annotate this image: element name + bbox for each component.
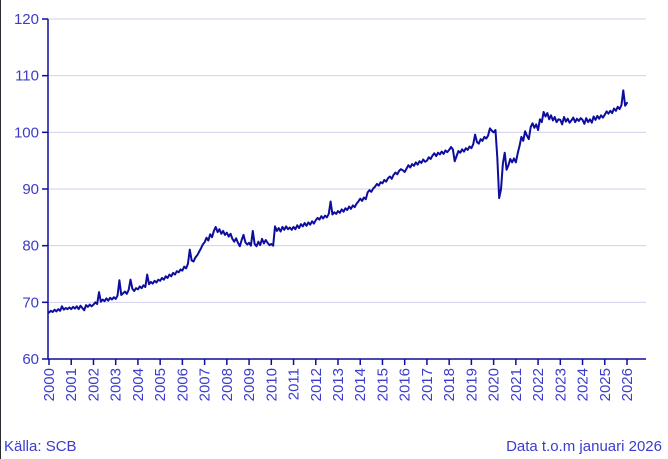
x-axis-label: 2019 bbox=[463, 368, 480, 401]
y-axis-label: 80 bbox=[22, 238, 39, 255]
x-axis-label: 2016 bbox=[397, 368, 414, 401]
x-axis-label: 2002 bbox=[85, 368, 102, 401]
y-axis-label: 70 bbox=[22, 294, 39, 311]
x-axis-label: 2011 bbox=[286, 368, 303, 400]
x-axis-label: 2025 bbox=[597, 368, 614, 401]
y-axis-label: 60 bbox=[22, 351, 39, 368]
x-axis-label: 2000 bbox=[41, 368, 58, 401]
x-axis-label: 2006 bbox=[174, 368, 191, 401]
x-axis-label: 2020 bbox=[486, 368, 503, 401]
x-axis-label: 2013 bbox=[330, 368, 347, 401]
x-axis-label: 2021 bbox=[508, 368, 525, 401]
data-note: Data t.o.m januari 2026 bbox=[506, 438, 662, 455]
x-axis-label: 2015 bbox=[374, 368, 391, 401]
x-axis-label: 2004 bbox=[130, 368, 147, 401]
x-axis-label: 2017 bbox=[419, 368, 436, 401]
x-axis-label: 2003 bbox=[108, 368, 125, 401]
x-axis-label: 2014 bbox=[352, 368, 369, 401]
x-axis-label: 2018 bbox=[441, 368, 458, 401]
x-axis-label: 2024 bbox=[575, 368, 592, 401]
x-axis-label: 2010 bbox=[263, 368, 280, 401]
x-axis-label: 2008 bbox=[219, 368, 236, 401]
y-axis-label: 120 bbox=[14, 11, 39, 28]
chart-canvas: 60 70 80 90 100 110 120 2000 2001 2002 2003 2004 200… bbox=[14, 11, 646, 401]
x-axis-label: 2001 bbox=[63, 368, 80, 401]
y-axis-label: 110 bbox=[15, 68, 39, 85]
x-axis-label: 2012 bbox=[308, 368, 325, 401]
line-chart: 60 70 80 90 100 110 120 2000 2001 2002 2003 2004 200… bbox=[1, 0, 668, 430]
x-axis-label: 2022 bbox=[530, 368, 547, 401]
y-axis-label: 100 bbox=[14, 124, 39, 141]
x-axis-label: 2005 bbox=[152, 368, 169, 401]
chart-footer: Källa: SCB Data t.o.m januari 2026 bbox=[1, 437, 668, 455]
y-axis-label: 90 bbox=[22, 181, 39, 198]
x-axis-label: 2009 bbox=[241, 368, 258, 401]
series-line bbox=[48, 89, 628, 314]
x-axis-label: 2007 bbox=[197, 368, 214, 401]
source-label: Källa: SCB bbox=[4, 438, 77, 455]
x-axis-label: 2026 bbox=[619, 368, 636, 401]
x-axis-label: 2023 bbox=[552, 368, 569, 401]
